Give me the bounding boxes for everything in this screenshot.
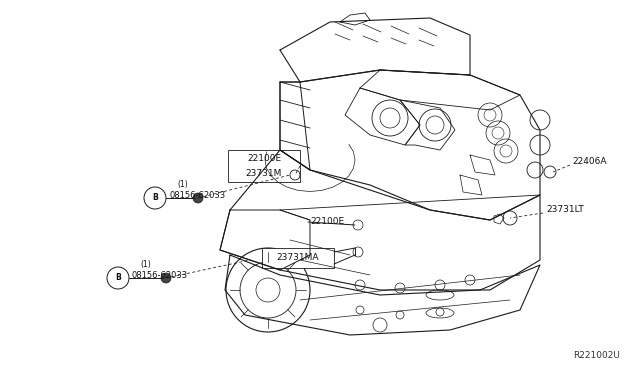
Text: (1): (1) — [140, 260, 151, 269]
Text: 08156-62033: 08156-62033 — [169, 190, 225, 199]
Text: (1): (1) — [177, 180, 188, 189]
Bar — [228, 150, 300, 182]
Text: 23731MA: 23731MA — [276, 253, 319, 263]
Circle shape — [193, 193, 203, 203]
Text: 23731LT: 23731LT — [546, 205, 584, 215]
Text: 08156-62033: 08156-62033 — [132, 270, 188, 279]
Text: B: B — [115, 273, 121, 282]
Text: B: B — [152, 193, 158, 202]
Text: R221002U: R221002U — [573, 351, 620, 360]
Text: 22100E: 22100E — [247, 154, 281, 163]
Text: 22100E: 22100E — [310, 218, 344, 227]
Text: 22406A: 22406A — [572, 157, 607, 167]
Bar — [262, 248, 334, 268]
Text: 23731M: 23731M — [246, 169, 282, 177]
Circle shape — [161, 273, 171, 283]
